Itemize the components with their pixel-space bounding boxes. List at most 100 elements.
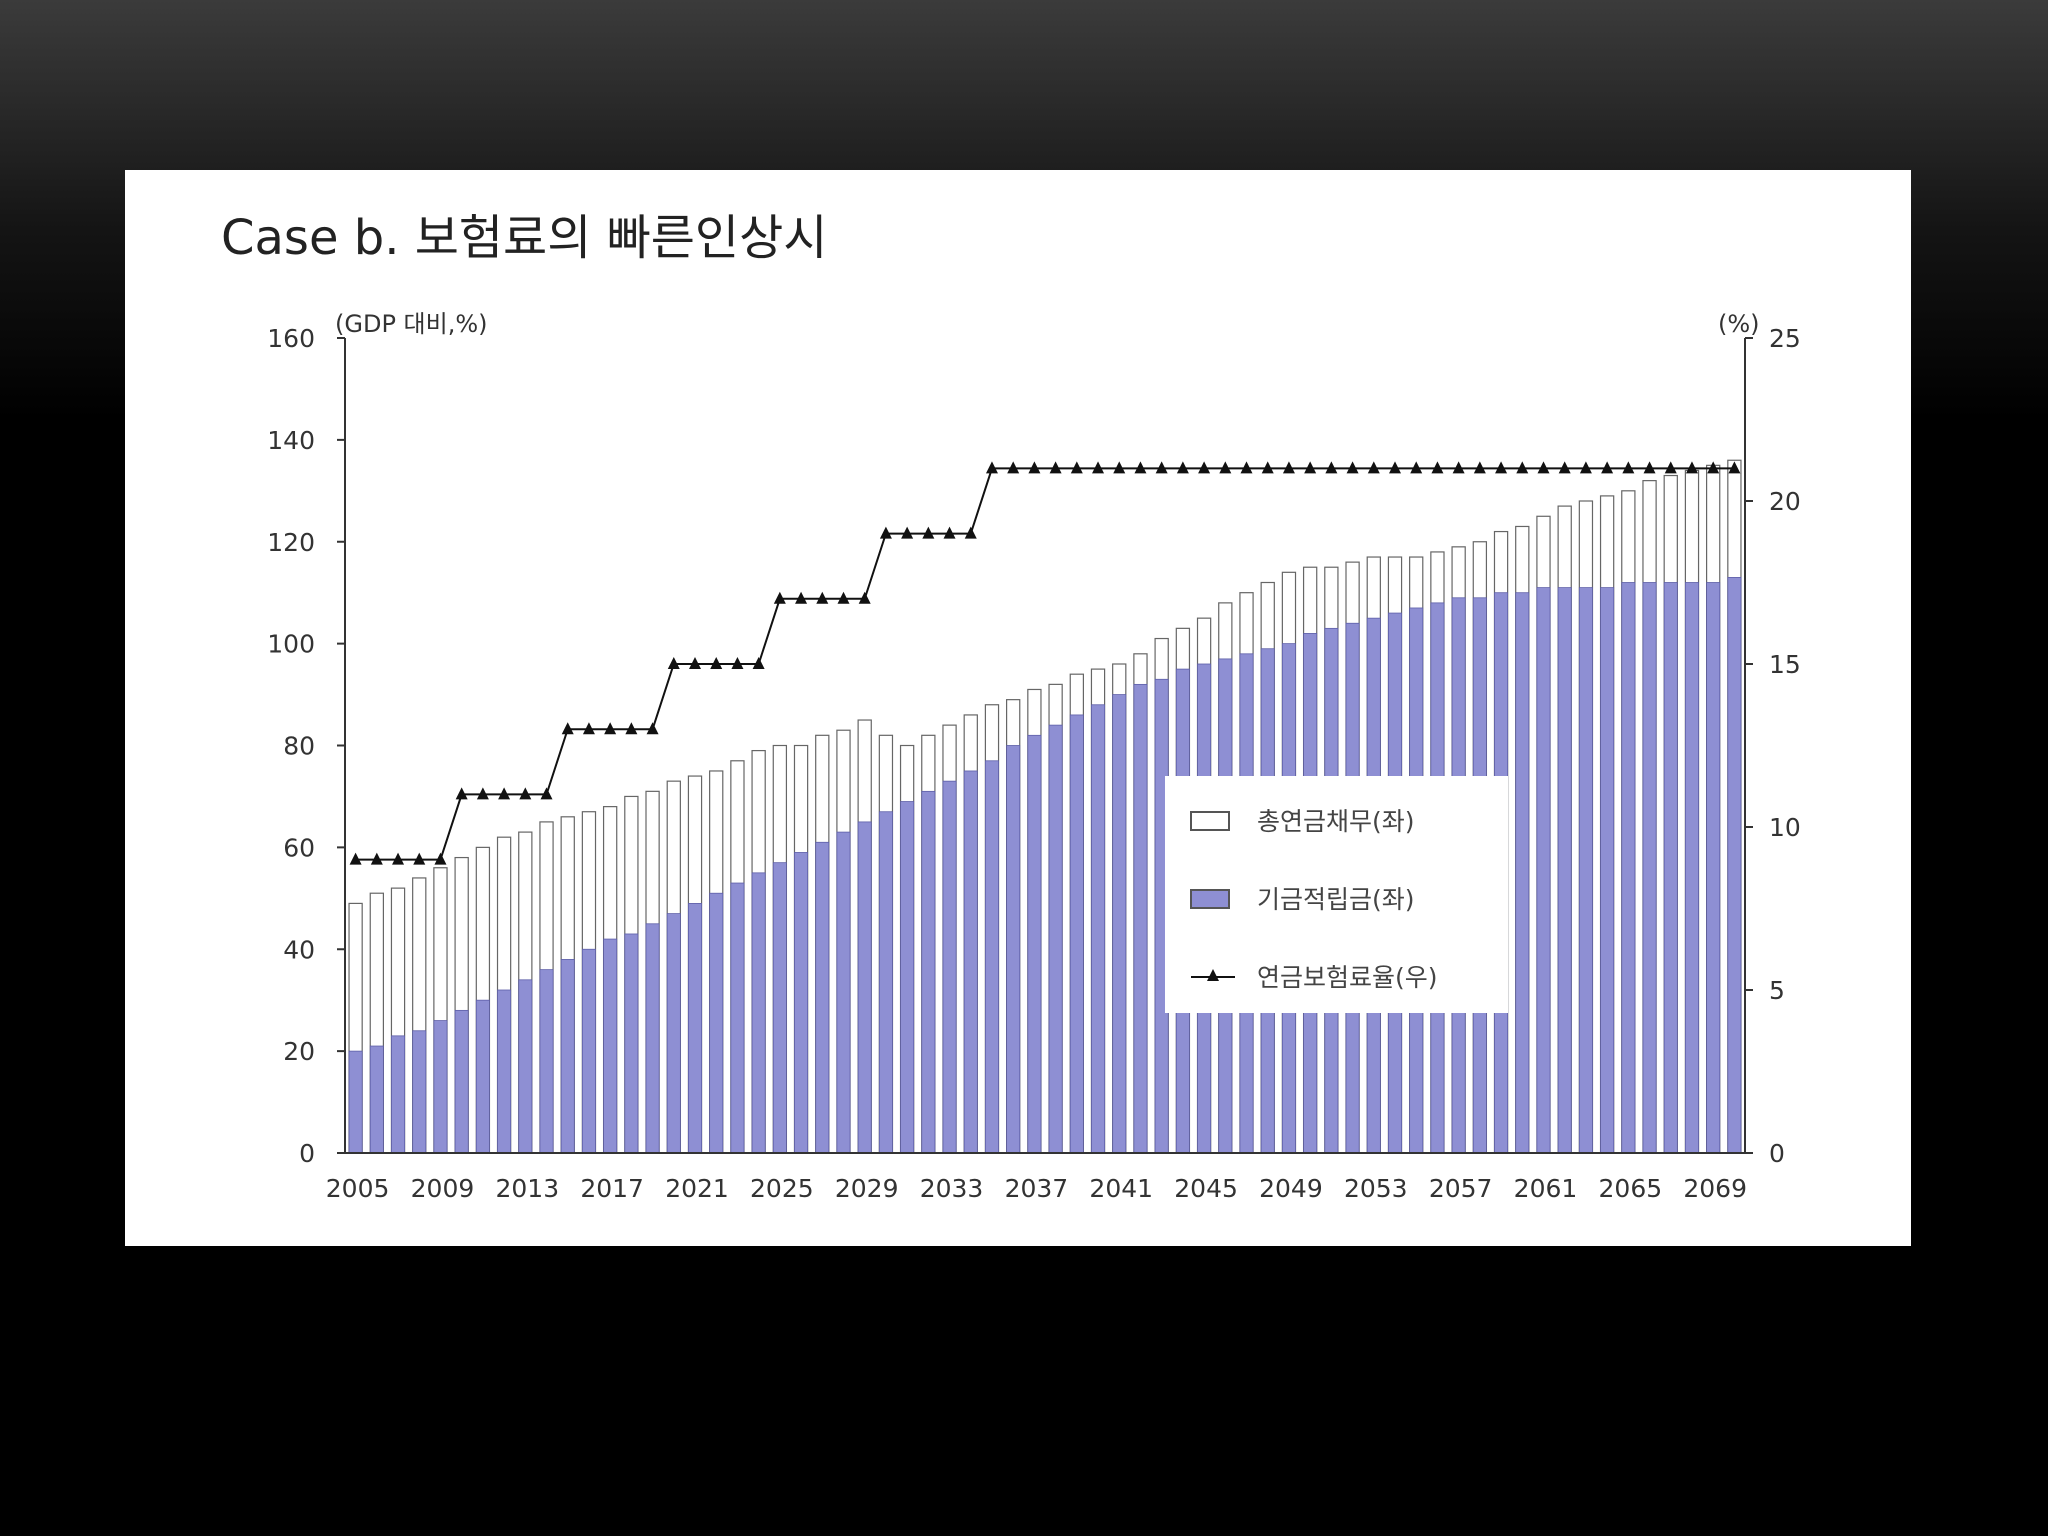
right-axis-unit: (%) bbox=[1718, 310, 1760, 338]
rate-marker-2069 bbox=[1707, 461, 1720, 474]
bar-fund-2024 bbox=[751, 872, 766, 1154]
left-tick-label-40: 40 bbox=[283, 935, 315, 964]
rate-marker-2019 bbox=[646, 722, 659, 735]
right-tick-label-20: 20 bbox=[1769, 487, 1801, 516]
x-tick-label-2049: 2049 bbox=[1259, 1174, 1323, 1203]
rate-marker-2021 bbox=[689, 657, 701, 669]
right-axis-ticks: 0 5 10 15 20 25 bbox=[1745, 324, 1801, 1168]
bar-fund-2018 bbox=[624, 933, 639, 1154]
rate-marker-2032 bbox=[922, 526, 935, 539]
rate-marker-2070 bbox=[1728, 461, 1741, 474]
rate-marker-2064 bbox=[1601, 461, 1614, 474]
rate-marker-2066 bbox=[1643, 461, 1656, 474]
total-pension-liability-bars bbox=[348, 459, 1742, 1154]
x-tick-label-2033: 2033 bbox=[920, 1174, 984, 1203]
x-tick-label-2057: 2057 bbox=[1429, 1174, 1493, 1203]
bar-fund-2008 bbox=[412, 1030, 427, 1154]
x-tick-label-2037: 2037 bbox=[1005, 1174, 1069, 1203]
x-tick-label-2065: 2065 bbox=[1599, 1174, 1663, 1203]
rate-marker-2016 bbox=[582, 722, 595, 735]
rate-marker-2046 bbox=[1219, 461, 1232, 474]
rate-marker-2026 bbox=[795, 591, 808, 604]
right-tick-label-10: 10 bbox=[1769, 813, 1801, 842]
x-tick-label-2013: 2013 bbox=[495, 1174, 559, 1203]
bar-fund-2027 bbox=[815, 841, 830, 1154]
rate-marker-2036 bbox=[1007, 461, 1020, 474]
bar-fund-2020 bbox=[666, 913, 681, 1154]
rate-marker-2015 bbox=[561, 722, 574, 735]
left-tick-label-140: 140 bbox=[267, 426, 315, 455]
rate-marker-2062 bbox=[1558, 461, 1571, 474]
rate-marker-2043 bbox=[1155, 461, 1168, 474]
axes bbox=[344, 338, 1746, 1154]
rate-marker-2059 bbox=[1495, 461, 1508, 474]
rate-marker-2025 bbox=[773, 591, 786, 604]
x-tick-label-2041: 2041 bbox=[1089, 1174, 1153, 1203]
bar-fund-2062 bbox=[1557, 587, 1572, 1154]
bar-fund-2014 bbox=[539, 969, 554, 1154]
x-tick-label-2053: 2053 bbox=[1344, 1174, 1408, 1203]
pension-chart: Case b. 보험료의 빠른인상시 (GDP 대비,%) (%) 0 20 40 6… bbox=[221, 210, 1801, 1203]
bar-fund-2025 bbox=[772, 862, 787, 1154]
bar-fund-2031 bbox=[900, 801, 915, 1154]
rate-marker-2014 bbox=[540, 787, 553, 800]
x-axis-ticks: 2005 2009 2013 2017 2021 2025 2029 2033 2037 2041… bbox=[326, 1174, 1747, 1203]
bar-fund-2065 bbox=[1621, 582, 1636, 1154]
legend-label-total: 총연금채무(좌) bbox=[1257, 807, 1415, 836]
bar-fund-2009 bbox=[433, 1020, 448, 1154]
rate-marker-2017 bbox=[604, 722, 617, 735]
bar-fund-2006 bbox=[369, 1045, 384, 1154]
bar-fund-2034 bbox=[963, 770, 978, 1154]
bar-fund-2035 bbox=[984, 760, 999, 1154]
bar-fund-2023 bbox=[730, 882, 745, 1154]
legend-swatch-fund bbox=[1190, 889, 1230, 909]
bar-fund-2022 bbox=[709, 892, 724, 1154]
bar-fund-2060 bbox=[1515, 592, 1530, 1154]
rate-marker-2020 bbox=[667, 657, 680, 669]
bar-fund-2010 bbox=[454, 1009, 469, 1154]
x-tick-label-2061: 2061 bbox=[1514, 1174, 1578, 1203]
rate-marker-2005 bbox=[349, 852, 362, 865]
bar-fund-2013 bbox=[518, 979, 533, 1154]
rate-marker-2068 bbox=[1685, 461, 1698, 474]
x-tick-label-2021: 2021 bbox=[665, 1174, 729, 1203]
left-tick-label-0: 0 bbox=[299, 1139, 315, 1168]
rate-marker-2022 bbox=[710, 657, 723, 669]
x-tick-label-2045: 2045 bbox=[1174, 1174, 1238, 1203]
left-axis-unit: (GDP 대비,%) bbox=[335, 310, 488, 338]
left-tick-label-60: 60 bbox=[283, 833, 315, 862]
rate-marker-2033 bbox=[943, 526, 956, 539]
bar-fund-2021 bbox=[688, 903, 702, 1154]
bar-fund-2064 bbox=[1600, 587, 1615, 1154]
right-tick-label-25: 25 bbox=[1769, 324, 1801, 353]
rate-marker-2050 bbox=[1304, 461, 1317, 474]
bar-fund-2028 bbox=[836, 831, 851, 1154]
bar-fund-2037 bbox=[1027, 734, 1042, 1154]
rate-marker-2063 bbox=[1579, 461, 1592, 474]
legend-marker-rate bbox=[1207, 969, 1219, 981]
bar-fund-2005 bbox=[348, 1050, 363, 1154]
rate-marker-2053 bbox=[1367, 461, 1380, 474]
left-tick-label-20: 20 bbox=[283, 1037, 315, 1066]
rate-marker-2061 bbox=[1537, 461, 1550, 474]
rate-marker-2056 bbox=[1431, 461, 1444, 474]
bar-fund-2038 bbox=[1048, 724, 1063, 1154]
fund-reserve-bars bbox=[348, 577, 1742, 1154]
bar-fund-2040 bbox=[1091, 704, 1106, 1154]
rate-marker-2045 bbox=[1198, 461, 1211, 474]
rate-marker-2054 bbox=[1389, 461, 1401, 474]
rate-marker-2039 bbox=[1070, 461, 1083, 474]
bar-fund-2015 bbox=[560, 959, 575, 1154]
left-tick-label-100: 100 bbox=[267, 630, 315, 659]
rate-marker-2052 bbox=[1346, 461, 1359, 474]
bar-fund-2017 bbox=[603, 938, 618, 1154]
contribution-rate-line bbox=[349, 461, 1741, 865]
rate-marker-2024 bbox=[752, 657, 765, 669]
legend: 총연금채무(좌) 기금적립금(좌) 연금보험료율(우) bbox=[1165, 776, 1508, 1013]
rate-marker-2057 bbox=[1452, 461, 1465, 474]
rate-marker-2065 bbox=[1622, 461, 1635, 474]
rate-marker-2060 bbox=[1516, 461, 1529, 474]
x-tick-label-2005: 2005 bbox=[326, 1174, 390, 1203]
left-tick-label-80: 80 bbox=[283, 732, 315, 761]
rate-marker-2037 bbox=[1028, 461, 1041, 474]
